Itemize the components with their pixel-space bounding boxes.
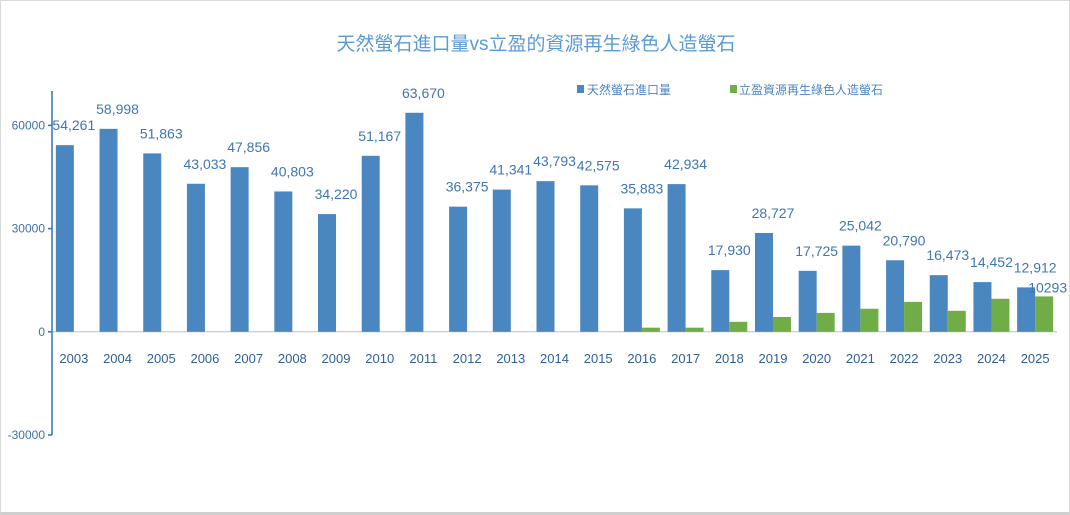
x-tick-label: 2004 xyxy=(103,351,132,366)
data-label: 63,670 xyxy=(402,85,445,101)
x-tick-label: 2013 xyxy=(496,351,525,366)
labels: 2003 2004 2005 2006 2007 2008 2009 2010 2011 2012… xyxy=(52,85,1067,366)
bar-natural-fluorite-2011 xyxy=(405,112,424,332)
bar-natural-fluorite-2005 xyxy=(143,153,162,332)
legend: 天然螢石進口量 立盈資源再生綠色人造螢石 xyxy=(577,82,883,97)
data-label: 43,793 xyxy=(533,153,576,169)
x-tick-label: 2005 xyxy=(147,351,176,366)
y-tick-label: -30000 xyxy=(8,428,46,442)
bar-natural-fluorite-2007 xyxy=(230,167,249,332)
bars xyxy=(55,112,1054,332)
y-tick-label: 0 xyxy=(38,325,45,339)
data-label: 25,042 xyxy=(839,218,882,234)
data-label: 35,883 xyxy=(620,180,663,196)
bar-natural-fluorite-2018 xyxy=(711,270,730,332)
data-label: 17,930 xyxy=(708,242,751,258)
x-tick-label: 2010 xyxy=(365,351,394,366)
bar-recycled-fluorite-2018 xyxy=(729,321,748,332)
x-tick-label: 2011 xyxy=(409,351,437,366)
bar-natural-fluorite-2013 xyxy=(492,189,511,332)
bar-natural-fluorite-2020 xyxy=(798,270,817,332)
data-label: 10293 xyxy=(1028,279,1067,295)
data-label: 14,452 xyxy=(970,254,1013,270)
chart-title: 天然螢石進口量vs立盈的資源再生綠色人造螢石 xyxy=(336,33,735,55)
bar-natural-fluorite-2021 xyxy=(842,245,861,332)
bar-recycled-fluorite-2025 xyxy=(1035,296,1054,332)
bar-natural-fluorite-2009 xyxy=(318,214,337,332)
x-tick-label: 2006 xyxy=(190,351,219,366)
x-tick-label: 2014 xyxy=(540,351,569,366)
bar-natural-fluorite-2014 xyxy=(536,181,555,332)
x-tick-label: 2024 xyxy=(977,351,1006,366)
y-tick-label: 60000 xyxy=(12,118,46,132)
bar-recycled-fluorite-2023 xyxy=(947,310,966,332)
x-tick-label: 2023 xyxy=(933,351,962,366)
data-label: 42,934 xyxy=(664,156,707,172)
bar-natural-fluorite-2023 xyxy=(929,275,948,332)
bar-natural-fluorite-2006 xyxy=(186,183,205,332)
bar-natural-fluorite-2022 xyxy=(886,260,905,332)
x-tick-label: 2003 xyxy=(59,351,88,366)
bar-natural-fluorite-2019 xyxy=(754,232,773,332)
data-label: 54,261 xyxy=(52,117,95,133)
x-tick-label: 2009 xyxy=(322,351,351,366)
bar-recycled-fluorite-2022 xyxy=(904,301,923,332)
data-label: 47,856 xyxy=(227,139,270,155)
bar-recycled-fluorite-2024 xyxy=(991,298,1010,332)
data-label: 51,167 xyxy=(358,128,401,144)
bar-natural-fluorite-2017 xyxy=(667,184,686,332)
bar-recycled-fluorite-2021 xyxy=(860,308,879,332)
legend-label-natural-fluorite: 天然螢石進口量 xyxy=(587,82,671,97)
bar-natural-fluorite-2003 xyxy=(55,145,74,332)
x-tick-label: 2019 xyxy=(759,351,788,366)
bar-natural-fluorite-2015 xyxy=(580,185,599,332)
y-tick-label: 30000 xyxy=(12,222,46,236)
legend-label-recycled-fluorite: 立盈資源再生綠色人造螢石 xyxy=(739,82,883,97)
data-label: 16,473 xyxy=(926,247,969,263)
x-tick-label: 2007 xyxy=(234,351,263,366)
x-tick-label: 2021 xyxy=(846,351,875,366)
x-tick-label: 2025 xyxy=(1021,351,1050,366)
data-label: 58,998 xyxy=(96,101,139,117)
x-tick-label: 2012 xyxy=(453,351,482,366)
data-label: 28,727 xyxy=(752,205,795,221)
data-label: 42,575 xyxy=(577,157,620,173)
data-label: 43,033 xyxy=(184,156,227,172)
bar-natural-fluorite-2024 xyxy=(973,282,992,332)
bar-recycled-fluorite-2019 xyxy=(772,317,791,332)
bar-recycled-fluorite-2017 xyxy=(685,327,704,332)
data-label: 41,341 xyxy=(489,162,532,178)
x-tick-label: 2008 xyxy=(278,351,307,366)
data-label: 51,863 xyxy=(140,125,183,141)
data-label: 17,725 xyxy=(795,243,838,259)
data-label: 12,912 xyxy=(1014,259,1057,275)
legend-marker-natural-fluorite xyxy=(577,85,584,93)
bar-natural-fluorite-2010 xyxy=(361,155,380,332)
bar-natural-fluorite-2004 xyxy=(99,128,118,332)
x-tick-label: 2016 xyxy=(627,351,656,366)
bar-recycled-fluorite-2016 xyxy=(641,327,660,332)
data-label: 20,790 xyxy=(883,232,926,248)
x-tick-label: 2022 xyxy=(890,351,919,366)
bar-recycled-fluorite-2020 xyxy=(816,312,835,332)
bar-natural-fluorite-2012 xyxy=(449,206,468,332)
x-tick-label: 2015 xyxy=(584,351,613,366)
x-tick-label: 2018 xyxy=(715,351,744,366)
bar-natural-fluorite-2016 xyxy=(623,208,642,332)
x-tick-label: 2017 xyxy=(671,351,700,366)
bar-natural-fluorite-2025 xyxy=(1017,287,1036,332)
legend-marker-recycled-fluorite xyxy=(730,85,737,93)
data-label: 34,220 xyxy=(315,186,358,202)
x-tick-label: 2020 xyxy=(802,351,831,366)
data-label: 36,375 xyxy=(446,179,489,195)
bar-natural-fluorite-2008 xyxy=(274,191,293,332)
data-label: 40,803 xyxy=(271,163,314,179)
